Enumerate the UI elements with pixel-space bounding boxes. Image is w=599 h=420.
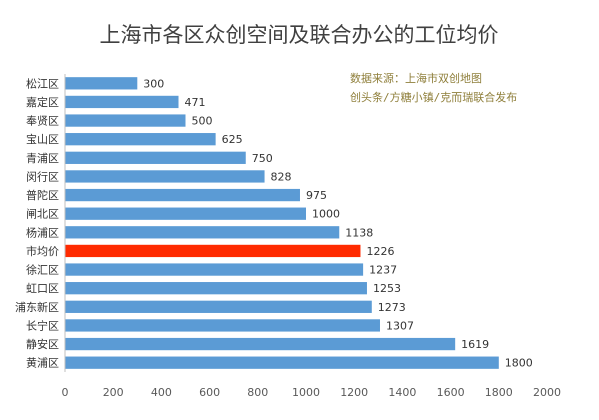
x-tick-label: 800 — [247, 386, 268, 399]
bar-杨浦区 — [65, 226, 340, 239]
data-label: 1253 — [373, 282, 401, 295]
data-label: 1138 — [345, 226, 373, 239]
category-label: 市均价 — [26, 244, 59, 258]
bar-市均价 — [65, 244, 361, 258]
x-axis: 0 200 400 600 800 1000 1200 1400 1600 1800 2000 — [62, 386, 562, 399]
data-label: 625 — [222, 133, 243, 146]
x-tick-label: 0 — [62, 386, 69, 399]
x-tick-label: 1200 — [340, 386, 368, 399]
bar-宝山区 — [65, 133, 216, 146]
data-label: 975 — [306, 189, 327, 202]
category-label: 普陀区 — [26, 188, 59, 202]
x-tick-label: 600 — [199, 386, 220, 399]
x-tick-label: 1600 — [437, 386, 465, 399]
category-label: 嘉定区 — [26, 95, 59, 109]
data-label: 1619 — [461, 338, 489, 351]
bar-奉贤区 — [65, 114, 186, 127]
category-label: 奉贤区 — [26, 114, 59, 128]
data-label: 1226 — [366, 245, 394, 258]
data-label: 471 — [185, 96, 206, 109]
source-note: 数据来源：上海市双创地图 — [350, 71, 482, 85]
category-label: 闸北区 — [26, 208, 59, 221]
category-label: 松江区 — [26, 76, 59, 90]
publisher-note: 创头条/方糖小镇/克而瑞联合发布 — [350, 90, 517, 104]
x-tick-label: 2000 — [533, 386, 561, 399]
category-label: 黄浦区 — [26, 356, 59, 370]
category-label: 浦东新区 — [15, 300, 59, 314]
data-label: 828 — [271, 170, 292, 183]
data-label: 1800 — [505, 357, 533, 370]
data-label: 1307 — [386, 319, 414, 332]
data-label: 750 — [252, 152, 273, 165]
x-tick-label: 1400 — [388, 386, 416, 399]
chart-title: 上海市各区众创空间及联合办公的工位均价 — [100, 23, 499, 47]
category-label: 杨浦区 — [26, 225, 59, 239]
category-label: 长宁区 — [26, 318, 59, 332]
bar-长宁区 — [65, 319, 380, 332]
category-label: 宝山区 — [26, 132, 59, 146]
category-label: 青浦区 — [26, 152, 59, 165]
bar-闵行区 — [65, 170, 265, 183]
data-label: 1237 — [369, 264, 397, 277]
bar-黄浦区 — [65, 356, 499, 369]
x-tick-label: 400 — [151, 386, 172, 399]
bar-徐汇区 — [65, 263, 364, 276]
category-label: 徐汇区 — [26, 263, 59, 277]
bar-青浦区 — [65, 151, 246, 164]
bar-浦东新区 — [65, 300, 372, 313]
bar-松江区 — [65, 77, 138, 90]
x-tick-label: 1000 — [292, 386, 320, 399]
plot-area: 松江区 300 嘉定区 471 奉贤区 500 宝山区 625 青浦区 750 闵行区 828 普陀区 9… — [15, 76, 533, 369]
category-label: 虹口区 — [26, 282, 59, 295]
bar-嘉定区 — [65, 95, 179, 109]
bar-普陀区 — [65, 188, 300, 202]
category-label: 静安区 — [26, 337, 59, 351]
x-tick-label: 1800 — [485, 386, 513, 399]
data-label: 300 — [143, 77, 164, 90]
bar-闸北区 — [65, 207, 306, 220]
data-label: 500 — [192, 115, 213, 128]
bar-虹口区 — [65, 282, 367, 295]
x-tick-label: 200 — [103, 386, 124, 399]
bar-静安区 — [65, 337, 456, 351]
category-label: 闵行区 — [26, 169, 59, 183]
data-label: 1000 — [312, 208, 340, 221]
data-label: 1273 — [378, 301, 406, 314]
